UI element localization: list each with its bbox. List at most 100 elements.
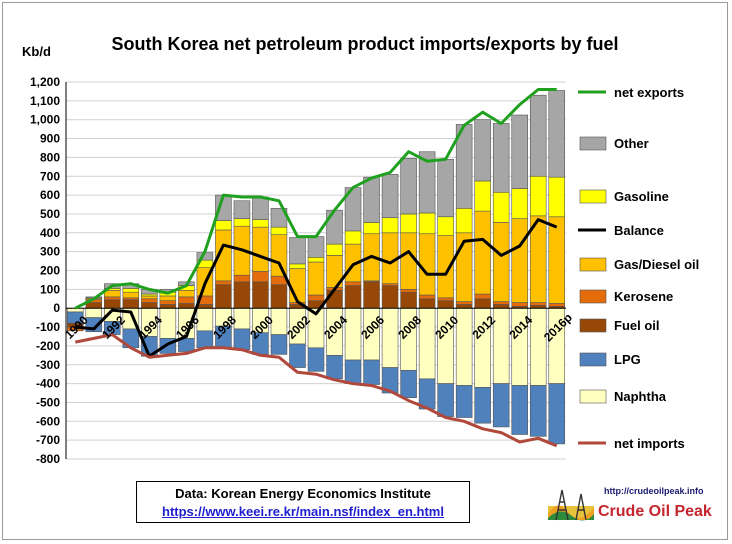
bar-gasoline — [252, 219, 269, 228]
chart-title: South Korea net petroleum product import… — [111, 34, 619, 54]
bar-gas-diesel-oil — [548, 216, 566, 304]
bar-gasoline — [529, 175, 547, 217]
y-tick-label: 600 — [40, 188, 60, 202]
bar-fuel-oil — [178, 303, 195, 309]
y-tick-label: -700 — [36, 433, 60, 447]
legend-swatch-gasoline — [579, 189, 607, 204]
bar-gasoline — [381, 217, 399, 234]
bar-gas-diesel-oil — [418, 233, 436, 296]
bar-other — [437, 158, 454, 218]
legend-label-balance: Balance — [614, 223, 664, 238]
bar-layer — [66, 90, 566, 445]
bar-gasoline — [437, 216, 454, 236]
bar-naphtha — [381, 307, 399, 368]
y-tick-label: 1,100 — [30, 94, 60, 108]
bar-gas-diesel-oil — [289, 268, 306, 303]
crude-oil-peak-logo[interactable]: http://crudeoilpeak.info Crude Oil Peak — [546, 484, 718, 524]
bar-naphtha — [455, 307, 473, 386]
legend-label-other: Other — [614, 136, 649, 151]
bar-other — [326, 209, 343, 245]
bar-other — [233, 200, 251, 219]
bar-gas-diesel-oil — [178, 289, 195, 298]
bar-lpg — [363, 359, 380, 385]
bar-gas-diesel-oil — [270, 234, 288, 277]
bar-lpg — [529, 385, 547, 437]
legend-label-kerosene: Kerosene — [614, 289, 673, 304]
bar-naphtha — [233, 307, 251, 330]
bar-other — [511, 114, 528, 189]
bar-kerosene — [178, 296, 195, 304]
bar-fuel-oil — [233, 281, 251, 309]
y-tick-label: 300 — [40, 245, 60, 259]
bar-lpg — [400, 370, 417, 399]
bar-naphtha — [529, 307, 547, 386]
bar-lpg — [548, 383, 566, 445]
legend-label-net-exports: net exports — [614, 85, 684, 100]
y-tick-label: 400 — [40, 226, 60, 240]
bar-fuel-oil — [418, 298, 436, 309]
bar-lpg — [492, 383, 510, 428]
bar-gasoline — [400, 213, 417, 234]
bar-kerosene — [511, 302, 528, 307]
bar-fuel-oil — [85, 302, 103, 309]
bar-gasoline — [511, 188, 528, 219]
y-tick-label: -500 — [36, 395, 60, 409]
bar-gas-diesel-oil — [400, 232, 417, 290]
bar-lpg — [511, 385, 528, 435]
bar-naphtha — [196, 307, 214, 332]
y-tick-label: -100 — [36, 320, 60, 334]
bar-kerosene — [307, 294, 325, 301]
bar-gas-diesel-oil — [511, 218, 528, 303]
y-tick-label: 800 — [40, 150, 60, 164]
bar-naphtha — [66, 307, 84, 313]
logo-url[interactable]: http://crudeoilpeak.info — [604, 486, 704, 496]
bar-lpg — [344, 359, 362, 384]
legend-layer: net exports Other Gasoline Balance Gas/Diese… — [578, 85, 699, 451]
bar-lpg — [437, 383, 454, 417]
bar-kerosene — [344, 281, 362, 286]
bar-naphtha — [85, 307, 103, 318]
bar-gasoline — [363, 222, 380, 235]
bar-lpg — [270, 334, 288, 355]
line-net-exports — [74, 88, 557, 310]
source-text: Data: Korean Energy Economics Institute — [175, 486, 431, 501]
legend-label-gasoline: Gasoline — [614, 189, 669, 204]
bar-gasoline — [289, 263, 306, 269]
legend-swatch-other — [579, 136, 607, 151]
bar-kerosene — [455, 301, 473, 305]
bar-lpg — [307, 347, 325, 372]
bar-kerosene — [141, 298, 158, 303]
legend-swatch-lpg — [579, 352, 607, 367]
bar-kerosene — [474, 293, 491, 300]
logo-name: Crude Oil Peak — [598, 503, 712, 520]
bar-naphtha — [418, 307, 436, 380]
bar-gasoline — [344, 230, 362, 245]
bar-gasoline — [215, 220, 232, 231]
bar-kerosene — [233, 274, 251, 283]
y-tick-label: -300 — [36, 358, 60, 372]
line-layer — [74, 88, 558, 448]
bar-other — [474, 119, 491, 182]
bar-kerosene — [159, 300, 177, 305]
bar-gas-diesel-oil — [141, 295, 158, 300]
bar-other — [400, 158, 417, 215]
bar-gasoline — [492, 191, 510, 223]
y-tick-label: 900 — [40, 132, 60, 146]
bar-gasoline — [233, 218, 251, 227]
bar-kerosene — [215, 280, 232, 285]
bar-gas-diesel-oil — [474, 210, 491, 295]
bar-fuel-oil — [141, 302, 158, 309]
oil-derrick-logo-icon — [548, 489, 594, 521]
bar-other — [548, 90, 566, 178]
bar-other — [363, 176, 380, 223]
bar-fuel-oil — [270, 284, 288, 309]
bar-kerosene — [548, 303, 566, 307]
legend-label-naphtha: Naphtha — [614, 389, 667, 404]
bar-fuel-oil — [252, 281, 269, 309]
bar-gas-diesel-oil — [492, 222, 510, 302]
source-link[interactable]: https://www.keei.re.kr/main.nsf/index_en… — [162, 504, 444, 519]
bar-other — [252, 196, 269, 220]
y-tick-label: -600 — [36, 414, 60, 428]
y-tick-label: 1,200 — [30, 75, 60, 89]
bar-fuel-oil — [159, 304, 177, 309]
